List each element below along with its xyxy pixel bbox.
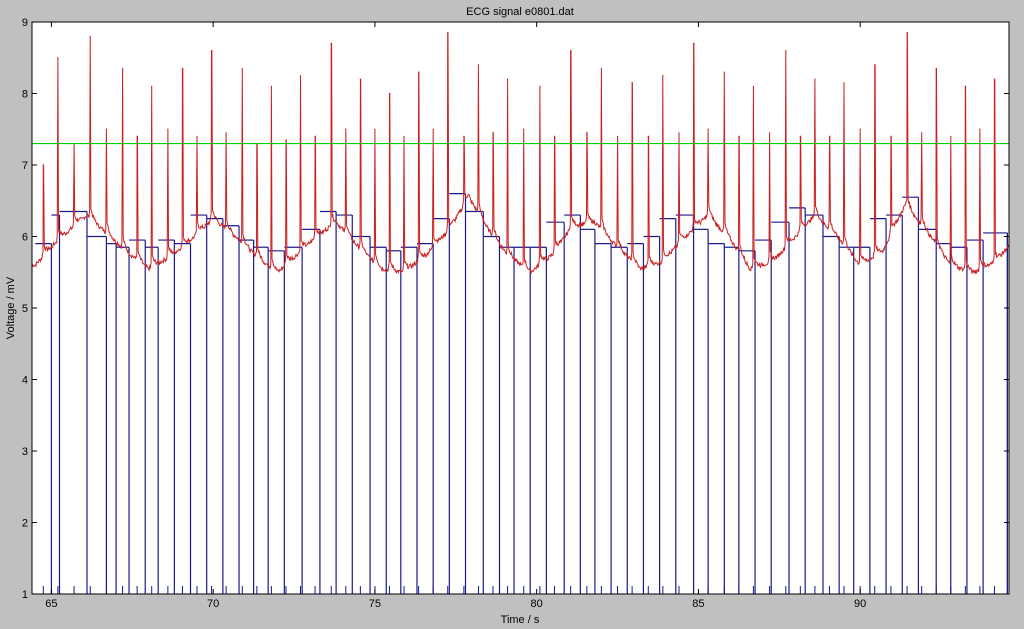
r-peak-point: [890, 135, 892, 137]
r-peak-point: [314, 135, 316, 137]
r-peak-point: [769, 132, 771, 134]
y-axis-label: Voltage / mV: [5, 276, 17, 339]
chart-title: ECG signal e0801.dat: [466, 6, 574, 18]
r-peak-point: [964, 85, 966, 87]
r-peak-point: [707, 128, 709, 130]
x-axis-label: Time / s: [501, 614, 540, 626]
y-tick-label: 4: [22, 375, 28, 387]
r-peak-point: [570, 50, 572, 52]
y-tick-label: 2: [22, 518, 28, 530]
r-peak-point: [463, 135, 465, 137]
y-tick-label: 5: [22, 303, 28, 315]
r-peak-point: [979, 128, 981, 130]
r-peak-point: [523, 128, 525, 130]
x-tick-label: 80: [531, 598, 543, 610]
r-peak-point: [506, 78, 509, 80]
r-peak-point: [121, 67, 124, 70]
r-peak-point: [600, 67, 602, 70]
ecg-signal-line: [31, 32, 1010, 275]
r-peak-point: [921, 132, 923, 134]
r-peak-point: [935, 67, 937, 70]
r-peak-point: [374, 128, 376, 130]
r-peak-point: [270, 85, 272, 87]
r-peak-point: [738, 135, 740, 137]
r-peak-point: [785, 50, 787, 52]
r-peak-point: [692, 42, 695, 45]
y-tick-label: 9: [22, 17, 28, 29]
r-peak-point: [993, 78, 996, 80]
r-peak-point: [616, 135, 619, 137]
r-peak-point: [285, 139, 287, 141]
r-peak-point: [950, 135, 952, 137]
r-peak-point: [477, 64, 480, 66]
r-peak-point: [89, 35, 91, 37]
r-peak-point: [539, 85, 541, 87]
r-peak-point: [359, 78, 361, 80]
r-peak-point: [225, 132, 227, 134]
r-peak-point: [330, 42, 332, 45]
r-peak-point: [843, 82, 845, 84]
r-peak-point: [241, 67, 243, 70]
r-peak-point: [553, 135, 556, 137]
x-tick-label: 90: [854, 598, 866, 610]
r-peak-point: [814, 78, 816, 80]
r-peak-point: [345, 128, 347, 130]
r-peak-point: [136, 135, 138, 137]
x-tick-label: 75: [369, 598, 381, 610]
r-peak-point: [723, 71, 725, 73]
r-peak-point: [906, 32, 908, 34]
r-peak-point: [647, 135, 649, 137]
r-peak-point: [492, 132, 494, 134]
r-peak-point: [210, 50, 213, 52]
plot-area: [32, 22, 1009, 594]
r-peak-point: [662, 75, 664, 77]
r-peak-point: [167, 128, 169, 130]
r-peak-point: [299, 75, 302, 77]
y-tick-label: 3: [22, 446, 28, 458]
r-peak-point: [388, 92, 391, 95]
r-peak-point: [828, 135, 831, 137]
r-peak-point: [105, 128, 108, 130]
r-peak-point: [181, 67, 184, 70]
r-peak-point: [874, 64, 876, 66]
y-tick-label: 1: [22, 589, 28, 601]
x-tick-label: 85: [692, 598, 704, 610]
series-layer: [31, 32, 1010, 594]
r-peak-point: [678, 132, 680, 134]
r-peak-point: [432, 128, 434, 130]
x-tick-label: 70: [207, 598, 219, 610]
r-peak-point: [42, 164, 44, 166]
y-tick-label: 8: [22, 89, 28, 101]
y-tick-label: 6: [22, 232, 28, 244]
r-peak-point: [631, 82, 633, 84]
r-peak-point: [196, 135, 198, 137]
r-peak-point: [752, 85, 755, 87]
r-peak-point: [151, 85, 153, 87]
r-peak-point: [417, 71, 420, 73]
x-tick-label: 65: [45, 598, 57, 610]
r-peak-point: [799, 135, 801, 137]
r-peak-point: [586, 132, 588, 134]
r-peak-point: [859, 128, 861, 130]
r-peak-point: [447, 32, 449, 34]
y-tick-label: 7: [22, 160, 28, 172]
r-peak-point: [57, 57, 59, 59]
r-peak-point: [403, 135, 405, 137]
tick-layer: 1 2 3 4 5 6 7 8 9 65 70 75 80 85 90: [22, 17, 1009, 610]
